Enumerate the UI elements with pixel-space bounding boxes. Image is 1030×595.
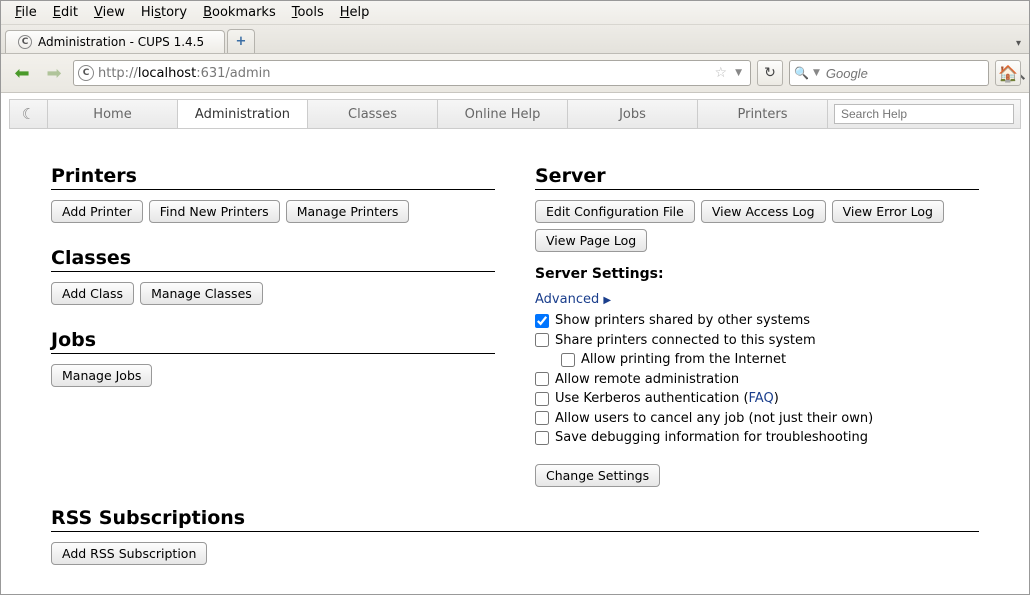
- menu-view[interactable]: View: [86, 3, 133, 22]
- menu-tools[interactable]: Tools: [284, 3, 332, 22]
- menubar: File Edit View History Bookmarks Tools H…: [1, 1, 1029, 25]
- url-bar[interactable]: C http://localhost:631/admin ☆ ▼: [73, 60, 751, 86]
- new-tab-button[interactable]: +: [227, 29, 255, 53]
- nav-home[interactable]: Home: [48, 100, 178, 128]
- url-dropdown-icon[interactable]: ▼: [731, 68, 746, 78]
- printers-heading: Printers: [51, 165, 495, 190]
- server-heading: Server: [535, 165, 979, 190]
- row-save-debug: Save debugging information for troublesh…: [535, 428, 979, 448]
- add-rss-subscription-button[interactable]: Add RSS Subscription: [51, 542, 207, 565]
- find-new-printers-button[interactable]: Find New Printers: [149, 200, 280, 223]
- tabs-dropdown[interactable]: ▾: [1008, 34, 1029, 53]
- label-save-debug: Save debugging information for troublesh…: [555, 428, 868, 448]
- nav-printers[interactable]: Printers: [698, 100, 828, 128]
- check-show-shared[interactable]: [535, 314, 549, 328]
- help-search-input[interactable]: [834, 104, 1014, 124]
- check-allow-internet[interactable]: [561, 353, 575, 367]
- google-icon: 🔍: [794, 66, 809, 80]
- add-class-button[interactable]: Add Class: [51, 282, 134, 305]
- url-text: http://localhost:631/admin: [98, 66, 711, 81]
- menu-history[interactable]: History: [133, 3, 195, 22]
- row-cancel-any: Allow users to cancel any job (not just …: [535, 409, 979, 429]
- label-remote-admin: Allow remote administration: [555, 370, 739, 390]
- jobs-buttons: Manage Jobs: [51, 364, 495, 387]
- reload-button[interactable]: ↻: [757, 60, 783, 86]
- bookmark-star-icon[interactable]: ☆: [715, 65, 728, 81]
- nav-search-cell: [828, 100, 1020, 128]
- label-show-shared: Show printers shared by other systems: [555, 311, 810, 331]
- menu-file[interactable]: File: [7, 3, 45, 22]
- menu-bookmarks[interactable]: Bookmarks: [195, 3, 284, 22]
- row-show-shared: Show printers shared by other systems: [535, 311, 979, 331]
- row-share-connected: Share printers connected to this system: [535, 331, 979, 351]
- change-settings-button[interactable]: Change Settings: [535, 464, 660, 487]
- check-remote-admin[interactable]: [535, 372, 549, 386]
- search-box[interactable]: 🔍 ▼ 🔍: [789, 60, 989, 86]
- nav-administration[interactable]: Administration: [178, 100, 308, 128]
- right-column: Server Edit Configuration File View Acce…: [535, 165, 979, 487]
- page-content: ☾ Home Administration Classes Online Hel…: [1, 93, 1029, 594]
- settings-checklist: Show printers shared by other systems Sh…: [535, 311, 979, 448]
- check-kerberos[interactable]: [535, 392, 549, 406]
- rss-section: RSS Subscriptions Add RSS Subscription: [1, 507, 1029, 595]
- view-access-log-button[interactable]: View Access Log: [701, 200, 826, 223]
- jobs-heading: Jobs: [51, 329, 495, 354]
- url-host: localhost: [138, 66, 196, 81]
- cups-logo: ☾: [10, 100, 48, 128]
- rss-heading: RSS Subscriptions: [51, 507, 979, 532]
- label-cancel-any: Allow users to cancel any job (not just …: [555, 409, 873, 429]
- forward-button[interactable]: ➡: [41, 60, 67, 86]
- classes-buttons: Add Class Manage Classes: [51, 282, 495, 305]
- cups-navbar: ☾ Home Administration Classes Online Hel…: [9, 99, 1021, 129]
- server-settings-label: Server Settings:: [535, 266, 979, 282]
- nav-online-help[interactable]: Online Help: [438, 100, 568, 128]
- url-scheme: http://: [98, 66, 138, 81]
- add-printer-button[interactable]: Add Printer: [51, 200, 143, 223]
- label-kerberos: Use Kerberos authentication (FAQ): [555, 389, 779, 409]
- check-share-connected[interactable]: [535, 333, 549, 347]
- manage-jobs-button[interactable]: Manage Jobs: [51, 364, 152, 387]
- row-kerberos: Use Kerberos authentication (FAQ): [535, 389, 979, 409]
- left-column: Printers Add Printer Find New Printers M…: [51, 165, 495, 487]
- check-cancel-any[interactable]: [535, 411, 549, 425]
- label-share-connected: Share printers connected to this system: [555, 331, 816, 351]
- view-error-log-button[interactable]: View Error Log: [832, 200, 944, 223]
- search-dropdown-icon[interactable]: ▼: [813, 68, 820, 78]
- nav-toolbar: ⬅ ➡ C http://localhost:631/admin ☆ ▼ ↻ 🔍…: [1, 54, 1029, 93]
- check-save-debug[interactable]: [535, 431, 549, 445]
- row-allow-internet: Allow printing from the Internet: [561, 350, 979, 370]
- printers-buttons: Add Printer Find New Printers Manage Pri…: [51, 200, 495, 223]
- tab-active[interactable]: C Administration - CUPS 1.4.5: [5, 30, 225, 53]
- admin-page: Printers Add Printer Find New Printers M…: [1, 129, 1029, 507]
- faq-link[interactable]: FAQ: [749, 391, 774, 406]
- home-button[interactable]: 🏠: [995, 60, 1021, 86]
- url-path: :631/admin: [196, 66, 270, 81]
- advanced-link[interactable]: Advanced ▶: [535, 292, 611, 307]
- cups-favicon: C: [18, 35, 32, 49]
- menu-help[interactable]: Help: [332, 3, 378, 22]
- advanced-arrow-icon: ▶: [603, 295, 611, 306]
- nav-jobs[interactable]: Jobs: [568, 100, 698, 128]
- rss-buttons: Add RSS Subscription: [51, 542, 979, 565]
- back-button[interactable]: ⬅: [9, 60, 35, 86]
- menu-edit[interactable]: Edit: [45, 3, 86, 22]
- change-settings-row: Change Settings: [535, 464, 979, 487]
- classes-heading: Classes: [51, 247, 495, 272]
- browser-window: File Edit View History Bookmarks Tools H…: [0, 0, 1030, 595]
- view-page-log-button[interactable]: View Page Log: [535, 229, 647, 252]
- server-buttons: Edit Configuration File View Access Log …: [535, 200, 979, 252]
- manage-classes-button[interactable]: Manage Classes: [140, 282, 263, 305]
- search-input[interactable]: [824, 65, 1006, 82]
- row-remote-admin: Allow remote administration: [535, 370, 979, 390]
- nav-classes[interactable]: Classes: [308, 100, 438, 128]
- url-favicon: C: [78, 65, 94, 81]
- advanced-text: Advanced: [535, 292, 599, 307]
- label-allow-internet: Allow printing from the Internet: [581, 350, 786, 370]
- manage-printers-button[interactable]: Manage Printers: [286, 200, 410, 223]
- edit-config-button[interactable]: Edit Configuration File: [535, 200, 695, 223]
- tab-title: Administration - CUPS 1.4.5: [38, 35, 204, 49]
- tab-bar: C Administration - CUPS 1.4.5 + ▾: [1, 25, 1029, 54]
